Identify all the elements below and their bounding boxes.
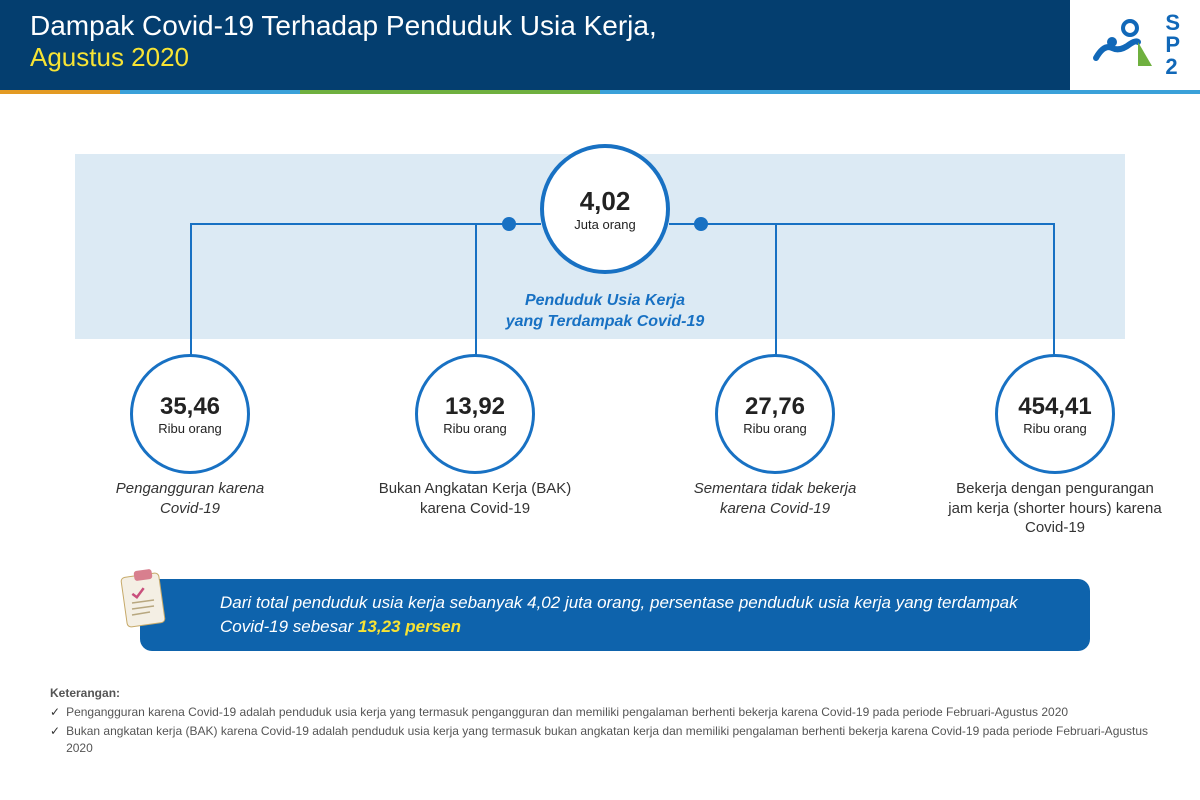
header-title: Dampak Covid-19 Terhadap Penduduk Usia K… bbox=[30, 10, 1170, 42]
child-node-label: Bukan Angkatan Kerja (BAK) karena Covid-… bbox=[375, 479, 575, 518]
summary-box: Dari total penduduk usia kerja sebanyak … bbox=[140, 579, 1090, 651]
connector-line bbox=[475, 223, 477, 355]
child-node-unit: Ribu orang bbox=[158, 421, 222, 436]
child-node-unit: Ribu orang bbox=[743, 421, 807, 436]
notes-item-text: Bukan angkatan kerja (BAK) karena Covid-… bbox=[66, 723, 1150, 757]
child-node-circle: 27,76Ribu orang bbox=[715, 354, 835, 474]
child-node-unit: Ribu orang bbox=[443, 421, 507, 436]
main-label-line2: yang Terdampak Covid-19 bbox=[506, 313, 705, 330]
main-node-label: Penduduk Usia Kerja yang Terdampak Covid… bbox=[470, 291, 740, 333]
footnotes: Keterangan: ✓ Pengangguran karena Covid-1… bbox=[50, 686, 1150, 757]
child-node-circle: 35,46Ribu orang bbox=[130, 354, 250, 474]
main-label-line1: Penduduk Usia Kerja bbox=[525, 292, 685, 309]
connector-line bbox=[509, 223, 541, 225]
connector-line bbox=[190, 223, 192, 355]
logo-text: S P 2 bbox=[1165, 12, 1180, 78]
main-node-value: 4,02 bbox=[580, 186, 631, 217]
main-node-circle: 4,02 Juta orang bbox=[540, 144, 670, 274]
connector-line bbox=[669, 223, 701, 225]
content-area: 4,02 Juta orang Penduduk Usia Kerja yang… bbox=[0, 94, 1200, 661]
clipboard-icon bbox=[110, 567, 172, 642]
check-icon: ✓ bbox=[50, 704, 60, 721]
notes-title: Keterangan: bbox=[50, 686, 1150, 700]
tree-diagram: 4,02 Juta orang Penduduk Usia Kerja yang… bbox=[50, 134, 1150, 554]
child-node-circle: 454,41Ribu orang bbox=[995, 354, 1115, 474]
child-node-value: 13,92 bbox=[445, 393, 505, 421]
summary-highlight: 13,23 persen bbox=[358, 617, 461, 636]
connector-line bbox=[1053, 223, 1055, 355]
check-icon: ✓ bbox=[50, 723, 60, 740]
child-node-label: Bekerja dengan pengurangan jam kerja (sh… bbox=[945, 479, 1165, 538]
connector-line bbox=[190, 223, 511, 225]
header-subtitle: Agustus 2020 bbox=[30, 42, 1170, 73]
child-node-unit: Ribu orang bbox=[1023, 421, 1087, 436]
connector-line bbox=[775, 223, 777, 355]
child-node-label: Pengangguran karena Covid-19 bbox=[115, 479, 265, 518]
child-node-circle: 13,92Ribu orang bbox=[415, 354, 535, 474]
child-node-value: 454,41 bbox=[1018, 393, 1091, 421]
slide-header: Dampak Covid-19 Terhadap Penduduk Usia K… bbox=[0, 0, 1200, 90]
logo-text-2: P bbox=[1165, 34, 1180, 56]
logo-text-3: 2 bbox=[1165, 56, 1180, 78]
connector-line bbox=[700, 223, 1055, 225]
main-node-unit: Juta orang bbox=[574, 217, 635, 232]
summary-text: Dari total penduduk usia kerja sebanyak … bbox=[220, 593, 1018, 636]
census-logo-icon bbox=[1090, 18, 1160, 73]
notes-item: ✓ Pengangguran karena Covid-19 adalah pen… bbox=[50, 704, 1150, 721]
child-node-label: Sementara tidak bekerja karena Covid-19 bbox=[675, 479, 875, 518]
child-node-value: 35,46 bbox=[160, 393, 220, 421]
notes-item: ✓ Bukan angkatan kerja (BAK) karena Covid… bbox=[50, 723, 1150, 757]
header-logo: S P 2 bbox=[1070, 0, 1200, 90]
notes-item-text: Pengangguran karena Covid-19 adalah pend… bbox=[66, 704, 1068, 721]
logo-text-1: S bbox=[1165, 12, 1180, 34]
child-node-value: 27,76 bbox=[745, 393, 805, 421]
